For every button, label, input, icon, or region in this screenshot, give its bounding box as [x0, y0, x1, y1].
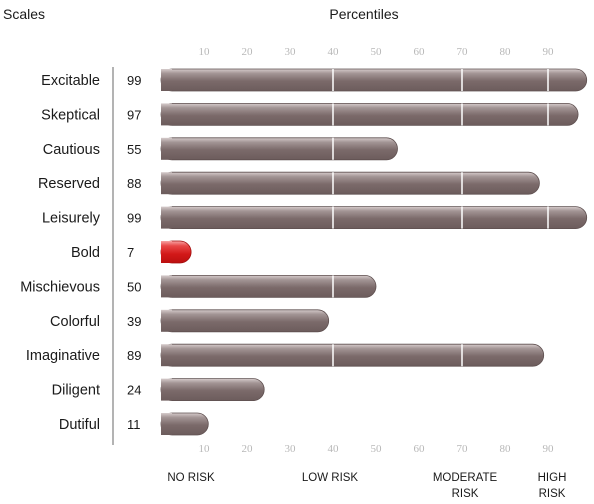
- percentile-value: 39: [127, 314, 141, 329]
- bar-left-edge: [161, 69, 172, 91]
- bar-left-edge: [161, 137, 172, 160]
- scale-label: Mischievous: [20, 279, 100, 295]
- risk-band-label: LOW RISK: [302, 472, 359, 484]
- bar: [160, 309, 330, 333]
- scale-label: Imaginative: [26, 348, 100, 364]
- bar: [160, 171, 540, 195]
- bar-rows: Excitable 99 Skeptical 97 Cautious 55 Reserved…: [20, 68, 588, 436]
- bar-left-edge: [161, 103, 172, 126]
- top-tick-label: 60: [414, 46, 426, 58]
- bar-left-edge: [161, 378, 172, 401]
- percentile-value: 88: [127, 176, 141, 191]
- bottom-tick-label: 20: [242, 443, 254, 455]
- bar: [160, 103, 579, 126]
- top-tick-label: 10: [199, 46, 211, 58]
- bar: [160, 343, 545, 367]
- scale-label: Leisurely: [42, 211, 101, 227]
- bar: [160, 378, 265, 402]
- risk-band-line: RISK: [539, 488, 566, 500]
- bar-left-edge: [161, 344, 172, 367]
- bottom-tick-label: 40: [328, 443, 340, 455]
- bottom-tick-label: 30: [285, 443, 297, 455]
- bottom-tick-label: 60: [414, 443, 426, 455]
- scale-label: Reserved: [38, 176, 100, 192]
- risk-band-line: LOW RISK: [302, 472, 359, 484]
- percentile-value: 99: [127, 73, 141, 88]
- risk-band-label: MODERATE RISK: [433, 472, 498, 500]
- scale-label: Excitable: [41, 73, 100, 89]
- bar: [160, 274, 377, 298]
- bottom-tick-label: 80: [500, 443, 512, 455]
- scale-label: Dutiful: [59, 417, 100, 433]
- top-tick-label: 80: [500, 46, 512, 58]
- bar: [160, 137, 398, 161]
- bottom-tick-label: 50: [371, 443, 383, 455]
- top-tick-label: 50: [371, 46, 383, 58]
- risk-band-label: HIGH RISK: [538, 472, 567, 500]
- bar-left-edge: [161, 172, 172, 195]
- bar: [160, 68, 588, 92]
- scale-label: Bold: [71, 245, 100, 261]
- bottom-tick-label: 90: [543, 443, 555, 455]
- top-tick-label: 40: [328, 46, 340, 58]
- top-tick-label: 30: [285, 46, 297, 58]
- bar-left-edge: [161, 241, 172, 263]
- scale-label: Colorful: [50, 314, 100, 330]
- percentile-value: 7: [127, 245, 134, 260]
- bottom-tick-label: 70: [457, 443, 469, 455]
- risk-band-label: NO RISK: [167, 472, 215, 484]
- bottom-tick-label: 10: [199, 443, 211, 455]
- percentile-value: 97: [127, 107, 141, 122]
- risk-band-line: HIGH: [538, 472, 567, 484]
- bottom-tick-labels: 10 20 30 40 50 60 70 80 90: [199, 443, 555, 455]
- scale-label: Skeptical: [41, 107, 100, 123]
- percentile-value: 55: [127, 142, 141, 157]
- bar-left-edge: [161, 206, 172, 229]
- bar-left-edge: [161, 275, 172, 298]
- risk-band-line: RISK: [452, 488, 479, 500]
- top-tick-labels: 10 20 30 40 50 60 70 80 90: [199, 46, 555, 58]
- bar-left-edge: [161, 413, 172, 435]
- risk-band-labels: NO RISK LOW RISK MODERATE RISK HIGH RISK: [167, 472, 566, 500]
- percentile-value: 89: [127, 348, 141, 363]
- percentile-value: 11: [127, 417, 141, 432]
- bar: [160, 206, 588, 230]
- risk-band-line: NO RISK: [167, 472, 215, 484]
- top-tick-label: 20: [242, 46, 254, 58]
- percentile-value: 24: [127, 383, 141, 398]
- percentiles-header: Percentiles: [329, 6, 398, 22]
- percentile-value: 99: [127, 211, 141, 226]
- scales-header: Scales: [3, 6, 45, 22]
- risk-band-line: MODERATE: [433, 472, 498, 484]
- scale-label: Diligent: [52, 383, 100, 399]
- percentile-value: 50: [127, 279, 141, 294]
- top-tick-label: 90: [543, 46, 555, 58]
- bar-left-edge: [161, 309, 172, 332]
- scale-label: Cautious: [43, 142, 100, 158]
- top-tick-label: 70: [457, 46, 469, 58]
